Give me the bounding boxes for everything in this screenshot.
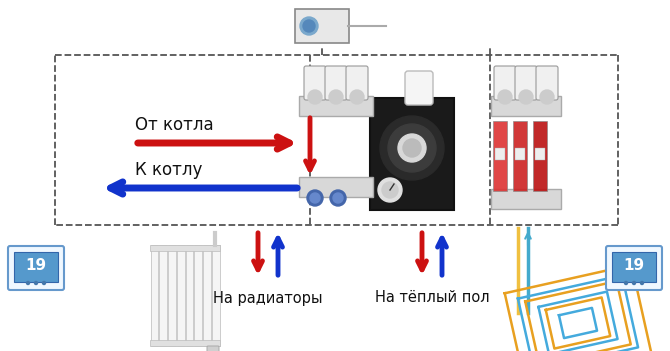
FancyBboxPatch shape [495,148,505,160]
Circle shape [308,90,322,104]
Circle shape [329,90,343,104]
Circle shape [398,134,426,162]
FancyBboxPatch shape [295,9,349,43]
FancyBboxPatch shape [513,121,527,191]
FancyBboxPatch shape [515,148,525,160]
Circle shape [380,116,444,180]
FancyBboxPatch shape [346,66,368,100]
Text: 19: 19 [25,258,46,273]
FancyBboxPatch shape [150,340,220,346]
Text: На радиаторы: На радиаторы [213,291,323,305]
Circle shape [27,282,29,285]
Circle shape [310,193,320,203]
FancyBboxPatch shape [325,66,347,100]
Circle shape [624,282,628,285]
Circle shape [303,20,315,32]
FancyBboxPatch shape [493,121,507,191]
FancyBboxPatch shape [186,245,193,345]
Circle shape [330,190,346,206]
FancyBboxPatch shape [14,252,58,282]
FancyBboxPatch shape [304,66,326,100]
Circle shape [388,124,436,172]
Circle shape [333,193,343,203]
FancyBboxPatch shape [151,245,158,345]
Circle shape [34,282,38,285]
FancyBboxPatch shape [8,246,64,290]
Text: 19: 19 [624,258,645,273]
FancyBboxPatch shape [536,66,558,100]
Text: От котла: От котла [135,116,214,134]
Circle shape [307,190,323,206]
FancyBboxPatch shape [491,96,561,116]
Circle shape [350,90,364,104]
Text: На тёплый пол: На тёплый пол [375,291,489,305]
FancyBboxPatch shape [299,96,373,116]
FancyBboxPatch shape [150,245,220,251]
FancyBboxPatch shape [494,66,516,100]
Circle shape [540,90,554,104]
FancyBboxPatch shape [370,98,454,210]
Circle shape [382,182,398,198]
Circle shape [498,90,512,104]
FancyBboxPatch shape [491,189,561,209]
Circle shape [403,139,421,157]
FancyBboxPatch shape [299,177,373,197]
FancyBboxPatch shape [212,245,220,345]
FancyBboxPatch shape [177,245,184,345]
FancyBboxPatch shape [612,252,656,282]
FancyBboxPatch shape [535,148,545,160]
FancyBboxPatch shape [533,121,547,191]
FancyBboxPatch shape [168,245,176,345]
FancyBboxPatch shape [203,245,211,345]
Circle shape [641,282,643,285]
FancyBboxPatch shape [606,246,662,290]
Circle shape [632,282,636,285]
FancyBboxPatch shape [207,346,219,351]
FancyBboxPatch shape [405,71,433,105]
FancyBboxPatch shape [515,66,537,100]
Circle shape [519,90,533,104]
Text: К котлу: К котлу [135,161,202,179]
FancyBboxPatch shape [194,245,202,345]
FancyBboxPatch shape [159,245,167,345]
Circle shape [378,178,402,202]
Circle shape [42,282,46,285]
Circle shape [300,17,318,35]
